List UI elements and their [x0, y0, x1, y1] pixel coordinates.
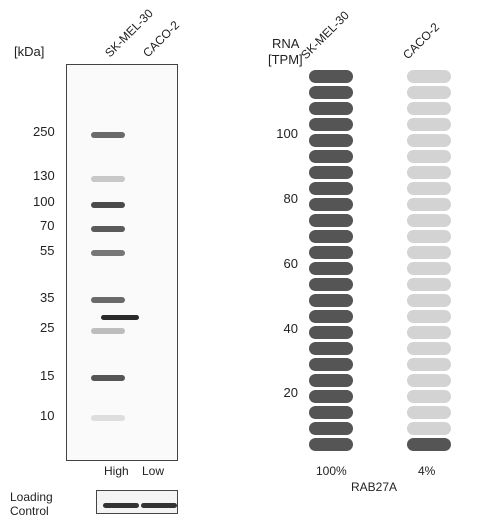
- rna-axis-title-line2: [TPM]: [268, 52, 303, 67]
- rna-pill: [407, 134, 451, 147]
- rna-pill: [309, 86, 353, 99]
- marker-label-25: 25: [40, 320, 55, 335]
- rna-pill: [309, 166, 353, 179]
- rna-pill: [309, 390, 353, 403]
- rna-sample-label-caco-2: CACO-2: [400, 20, 443, 62]
- rna-pill: [407, 294, 451, 307]
- rna-pill: [309, 294, 353, 307]
- rna-tick-80: 80: [283, 191, 298, 206]
- marker-label-55: 55: [40, 243, 55, 258]
- ladder-band-70: [91, 226, 125, 232]
- marker-label-70: 70: [40, 218, 55, 233]
- rna-pill: [309, 150, 353, 163]
- rna-axis-title-line1: RNA: [272, 36, 300, 51]
- rna-pill: [407, 86, 451, 99]
- rna-pill: [309, 326, 353, 339]
- loading-control-label-line1: Loading: [10, 490, 53, 504]
- marker-label-15: 15: [40, 368, 55, 383]
- loading-control-label-line2: Control: [10, 504, 49, 518]
- rna-pill: [309, 102, 353, 115]
- rna-pill: [407, 118, 451, 131]
- rna-pill: [309, 118, 353, 131]
- rna-pill: [407, 70, 451, 83]
- marker-label-250: 250: [33, 124, 55, 139]
- kda-unit-label: [kDa]: [14, 44, 45, 59]
- rna-pill: [309, 182, 353, 195]
- rna-pill: [309, 134, 353, 147]
- western-blot-image: [66, 64, 178, 461]
- ladder-band-250: [91, 132, 125, 138]
- marker-label-100: 100: [33, 194, 55, 209]
- rna-pill: [407, 102, 451, 115]
- rna-pill: [309, 358, 353, 371]
- rna-pill: [309, 214, 353, 227]
- ladder-band-15: [91, 375, 125, 381]
- rna-pill: [309, 406, 353, 419]
- rna-pill: [407, 278, 451, 291]
- rna-pill: [407, 326, 451, 339]
- rna-pill: [407, 342, 451, 355]
- loading-control-image: [96, 490, 178, 514]
- rna-pill: [407, 358, 451, 371]
- lane-level-high: High: [104, 464, 129, 478]
- ladder-band-55: [91, 250, 125, 256]
- rna-tick-100: 100: [276, 126, 298, 141]
- rna-pill: [309, 278, 353, 291]
- loading-control-band-high: [103, 503, 139, 508]
- rna-percent-sk-mel-30: 100%: [316, 464, 347, 478]
- rna-pill: [407, 246, 451, 259]
- rna-pill: [309, 198, 353, 211]
- rna-tick-40: 40: [283, 321, 298, 336]
- rna-pill: [407, 310, 451, 323]
- ladder-band-25: [91, 328, 125, 334]
- rna-pill: [309, 246, 353, 259]
- rna-percent-caco-2: 4%: [418, 464, 436, 478]
- sample-band-sk-mel-30: [101, 315, 139, 320]
- rna-pill: [407, 230, 451, 243]
- rna-pill: [407, 150, 451, 163]
- rna-tick-60: 60: [283, 256, 298, 271]
- rna-pill: [407, 374, 451, 387]
- rna-pill: [407, 166, 451, 179]
- rna-pill: [309, 70, 353, 83]
- loading-control-band-low: [141, 503, 177, 508]
- rna-pill: [407, 406, 451, 419]
- ladder-band-130: [91, 176, 125, 182]
- ladder-band-100: [91, 202, 125, 208]
- ladder-band-35: [91, 297, 125, 303]
- rna-bar-caco-2: [407, 70, 451, 454]
- rna-tick-20: 20: [283, 385, 298, 400]
- ladder-band-10: [91, 415, 125, 421]
- rna-pill: [407, 198, 451, 211]
- rna-pill: [309, 262, 353, 275]
- rna-pill: [407, 182, 451, 195]
- rna-pill: [407, 262, 451, 275]
- rna-pill: [407, 438, 451, 451]
- marker-label-130: 130: [33, 168, 55, 183]
- rna-pill: [309, 422, 353, 435]
- rna-pill: [407, 390, 451, 403]
- marker-label-10: 10: [40, 408, 55, 423]
- gene-name-label: RAB27A: [351, 480, 398, 494]
- rna-pill: [309, 438, 353, 451]
- rna-pill: [309, 374, 353, 387]
- lane-level-low: Low: [142, 464, 165, 478]
- rna-sample-label-sk-mel-30: SK-MEL-30: [298, 8, 352, 63]
- marker-label-35: 35: [40, 290, 55, 305]
- rna-pill: [309, 342, 353, 355]
- rna-pill: [407, 214, 451, 227]
- rna-pill: [309, 310, 353, 323]
- rna-bar-sk-mel-30: [309, 70, 353, 454]
- rna-pill: [407, 422, 451, 435]
- rna-pill: [309, 230, 353, 243]
